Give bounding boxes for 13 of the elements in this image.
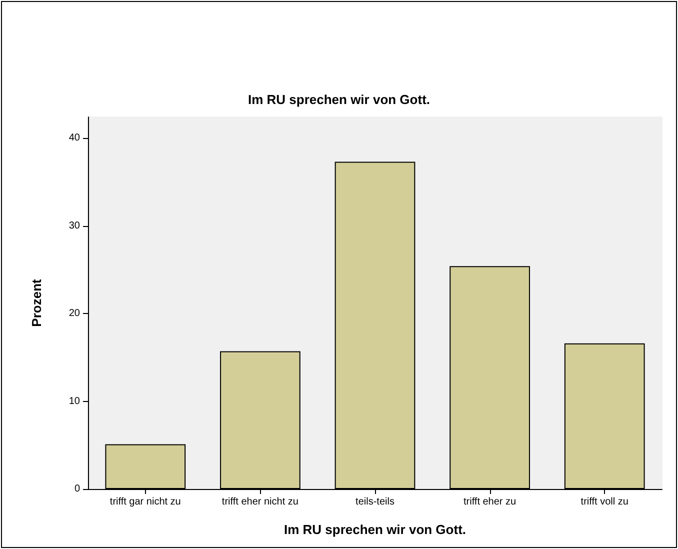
- y-tick-label: 30: [68, 220, 80, 232]
- y-axis-title: Prozent: [29, 278, 44, 327]
- x-axis-title: Im RU sprechen wir von Gott.: [284, 522, 466, 537]
- y-tick-label: 0: [74, 484, 80, 494]
- y-tick-label: 10: [68, 396, 80, 407]
- x-tick-label: trifft eher nicht zu: [222, 496, 298, 508]
- y-tick-label: 20: [68, 308, 80, 320]
- y-tick-label: 40: [68, 132, 80, 144]
- x-tick-label: trifft voll zu: [580, 496, 628, 508]
- chart-title: Im RU sprechen wir von Gott.: [248, 92, 430, 107]
- x-tick-label: trifft eher zu: [463, 496, 516, 508]
- x-tick-label: teils-teils: [356, 496, 394, 508]
- x-tick-label: trifft gar nicht zu: [110, 496, 181, 508]
